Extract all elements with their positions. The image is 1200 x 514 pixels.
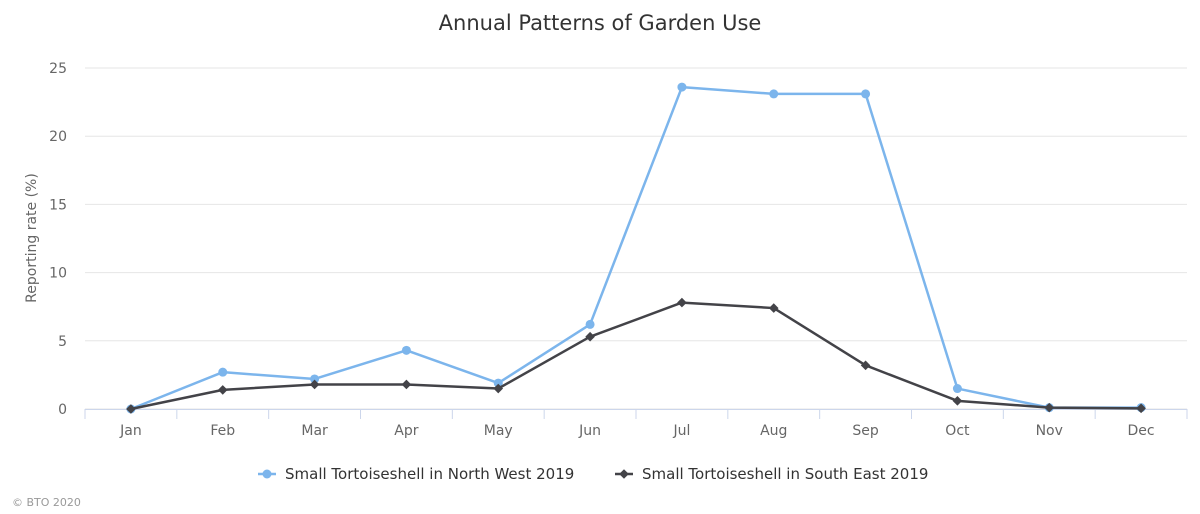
data-point[interactable] — [401, 345, 411, 355]
legend-marker — [619, 469, 629, 479]
legend-marker — [262, 469, 272, 479]
data-point[interactable] — [585, 319, 595, 329]
x-tick-label: Dec — [1128, 423, 1155, 439]
data-point[interactable] — [677, 82, 687, 92]
x-tick-label: Feb — [210, 423, 235, 439]
grid-lines: 0 5 10 15 20 25 — [49, 61, 1187, 418]
x-tick-label: Aug — [760, 423, 787, 439]
x-tick-label: Oct — [945, 423, 970, 439]
x-tick-label: Jun — [578, 423, 601, 439]
y-tick-label: 5 — [58, 334, 67, 350]
data-point[interactable] — [493, 378, 503, 388]
x-tick-label: May — [484, 423, 513, 439]
series-2 — [126, 297, 1146, 414]
data-point[interactable] — [1044, 402, 1055, 413]
data-point[interactable] — [952, 396, 963, 406]
data-point[interactable] — [768, 303, 779, 313]
x-tick-label: Jan — [119, 423, 142, 439]
data-point[interactable] — [401, 379, 412, 390]
legend-item-1[interactable]: Small Tortoiseshell in North West 2019 — [258, 465, 574, 483]
data-point[interactable] — [310, 374, 320, 384]
series-line[interactable] — [130, 85, 1142, 411]
legend-label: Small Tortoiseshell in North West 2019 — [285, 465, 574, 483]
x-tick-label: Nov — [1036, 423, 1063, 439]
data-point[interactable] — [769, 89, 779, 99]
data-point[interactable] — [1136, 403, 1146, 414]
series-line[interactable] — [130, 301, 1142, 411]
chart-title: Annual Patterns of Garden Use — [439, 11, 762, 35]
y-axis-label: Reporting rate (%) — [24, 173, 40, 303]
series-layer — [126, 82, 1146, 414]
y-tick-label: 10 — [49, 266, 67, 282]
data-point[interactable] — [126, 404, 136, 414]
data-point[interactable] — [860, 360, 871, 371]
y-tick-label: 25 — [49, 61, 67, 77]
y-tick-label: 20 — [49, 129, 67, 145]
data-point[interactable] — [217, 385, 228, 395]
x-tick-label: Apr — [394, 423, 418, 439]
x-tick-label: Sep — [852, 423, 879, 439]
data-point[interactable] — [309, 379, 320, 390]
x-tick-label: Mar — [301, 423, 328, 439]
data-point[interactable] — [218, 367, 228, 377]
x-tick-label: Jul — [672, 423, 690, 439]
data-point[interactable] — [585, 331, 595, 342]
credit-text: © BTO 2020 — [12, 496, 81, 509]
legend: Small Tortoiseshell in North West 2019 Sm… — [258, 465, 928, 483]
legend-item-2[interactable]: Small Tortoiseshell in South East 2019 — [615, 465, 928, 483]
x-axis: Jan Feb Mar Apr May Jun Jul Aug Sep Oct Nov Dec — [84, 409, 1188, 439]
data-point[interactable] — [861, 89, 871, 99]
y-tick-label: 15 — [49, 197, 67, 213]
series-1 — [126, 82, 1146, 414]
data-point[interactable] — [952, 384, 962, 394]
data-point[interactable] — [493, 383, 504, 394]
y-tick-label: 0 — [58, 402, 67, 418]
data-point[interactable] — [677, 297, 687, 308]
legend-label: Small Tortoiseshell in South East 2019 — [642, 465, 928, 483]
